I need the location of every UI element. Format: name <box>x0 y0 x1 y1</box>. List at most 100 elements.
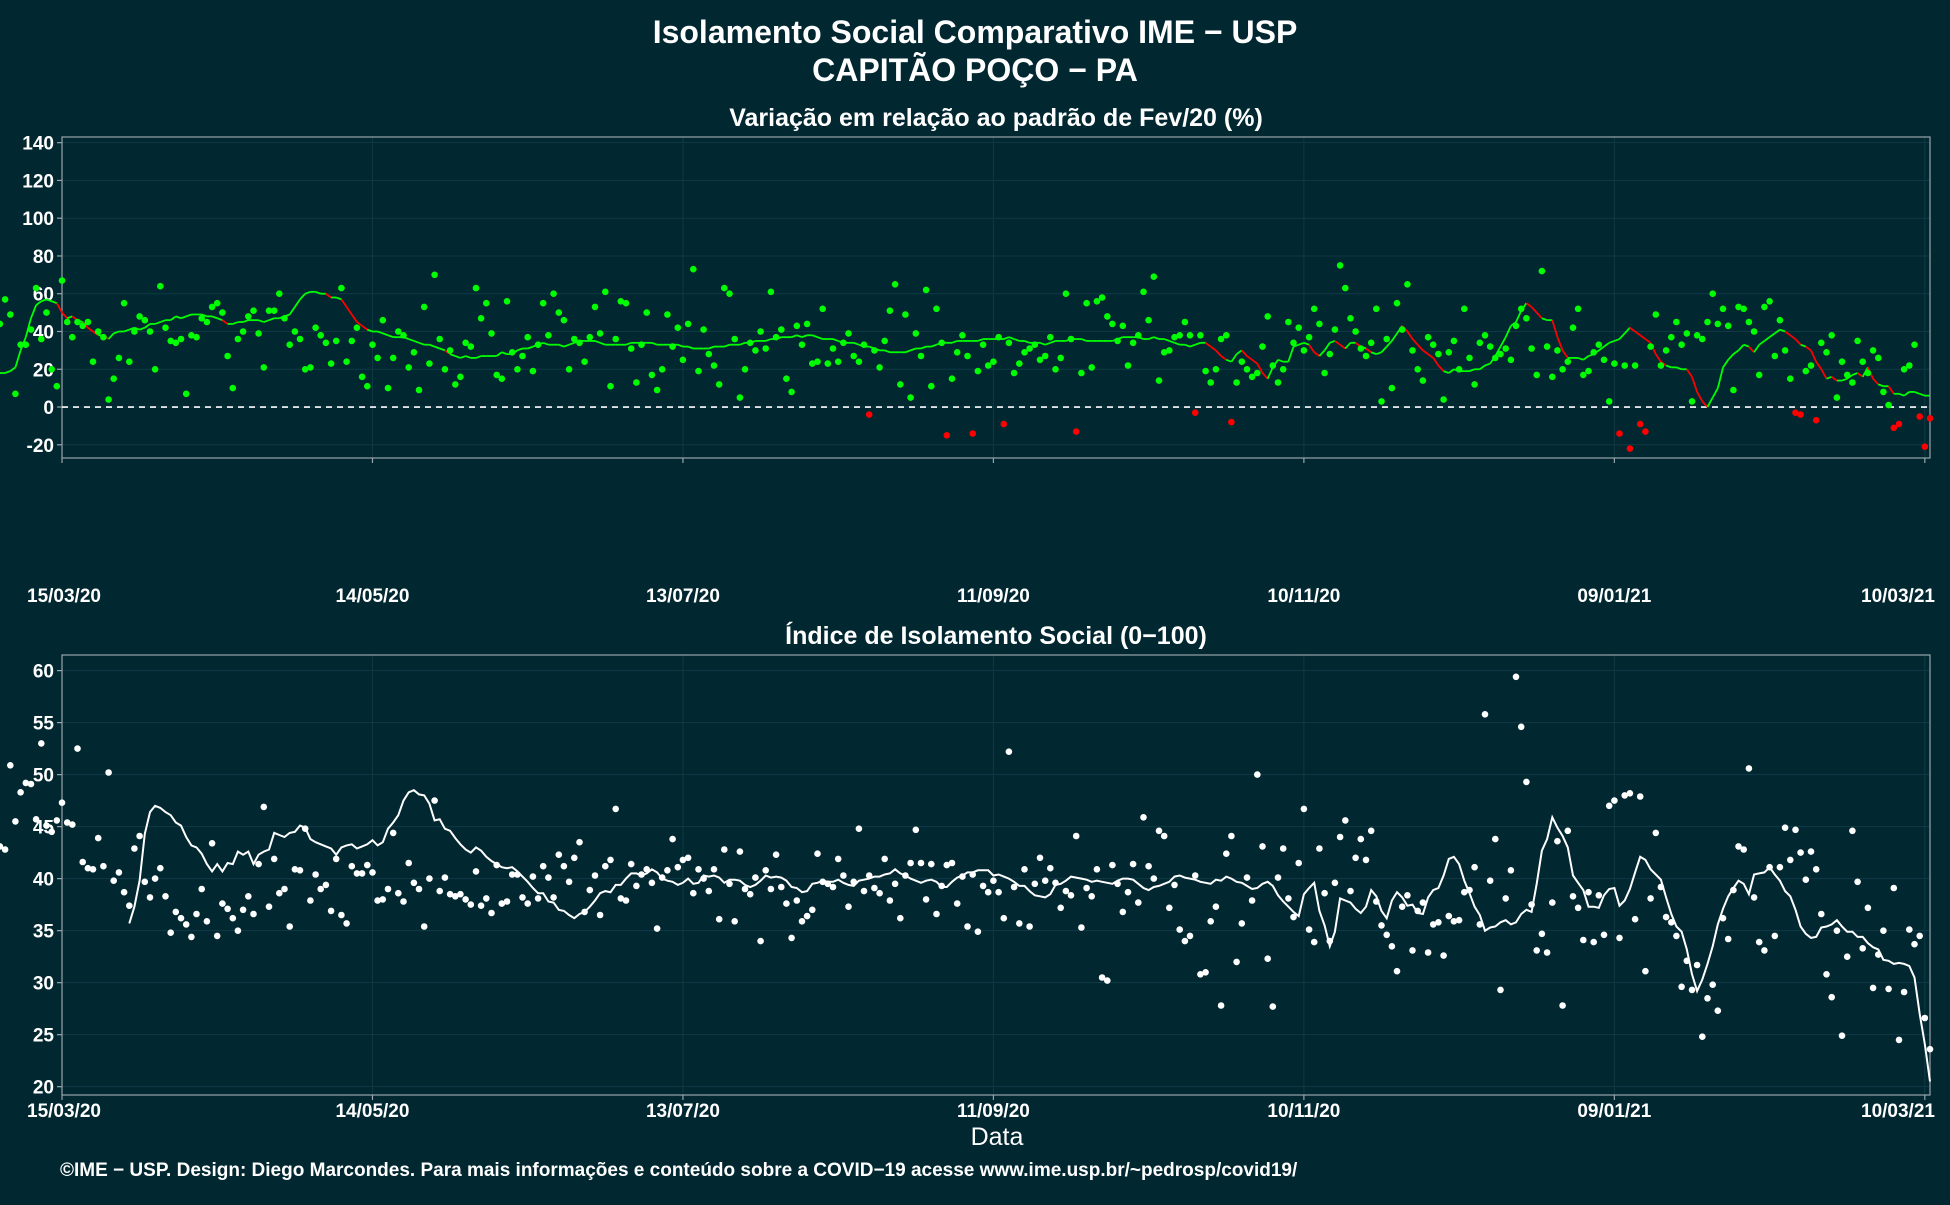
data-point <box>213 299 221 307</box>
data-point <box>690 889 697 897</box>
data-point <box>752 347 759 354</box>
data-point <box>1347 887 1354 895</box>
data-point <box>1864 369 1872 377</box>
data-point <box>1916 932 1923 940</box>
data-point <box>1611 797 1618 804</box>
data-point <box>27 326 35 333</box>
data-point <box>1740 846 1747 853</box>
x-tick-label: 15/03/20 <box>27 1101 101 1122</box>
data-point <box>79 858 86 866</box>
moving-average-segment <box>1241 349 1248 357</box>
data-point <box>1223 850 1230 857</box>
data-point <box>1781 824 1789 831</box>
moving-average-segment <box>9 366 16 372</box>
data-point <box>177 335 185 343</box>
moving-average-segment <box>1277 358 1284 363</box>
data-point <box>43 822 50 829</box>
data-point <box>1585 888 1592 896</box>
data-point <box>1461 305 1468 313</box>
data-point <box>1398 903 1406 910</box>
moving-average-segment <box>1008 336 1015 340</box>
data-point <box>1502 345 1509 352</box>
data-point <box>58 799 66 806</box>
data-point <box>286 923 294 930</box>
data-point <box>12 818 19 825</box>
data-point <box>177 914 185 922</box>
moving-average-segment <box>558 343 565 348</box>
data-point <box>871 347 878 354</box>
data-point <box>1885 401 1892 409</box>
data-point <box>1569 324 1577 332</box>
data-point <box>307 364 314 371</box>
moving-average-segment <box>1779 328 1786 333</box>
data-point <box>1228 832 1235 840</box>
data-point <box>327 360 335 367</box>
data-point <box>193 333 200 341</box>
data-point <box>1160 349 1168 356</box>
data-point <box>1657 883 1665 891</box>
data-point <box>493 371 501 379</box>
data-point <box>358 373 366 381</box>
moving-average-segment <box>1313 351 1320 357</box>
moving-average-segment <box>51 300 58 305</box>
moving-average-segment <box>920 345 927 350</box>
data-point <box>902 872 909 879</box>
moving-average-segment <box>1406 330 1414 340</box>
moving-average-segment <box>288 306 296 316</box>
data-point <box>767 288 775 296</box>
data-point <box>457 373 464 381</box>
data-point <box>198 885 205 893</box>
data-point <box>146 894 154 901</box>
x-tick-label: 10/03/21 <box>1861 586 1935 607</box>
data-point <box>1155 827 1163 835</box>
moving-average-line <box>128 789 1931 1082</box>
moving-average-segment <box>1318 349 1326 357</box>
moving-average-segment <box>517 347 523 352</box>
data-point <box>395 328 402 335</box>
data-point <box>1771 352 1779 360</box>
moving-average-segment <box>232 321 239 325</box>
moving-average-segment <box>418 341 425 346</box>
data-point <box>100 862 107 870</box>
data-point <box>301 825 309 832</box>
data-point <box>1787 375 1794 383</box>
chart-title: Isolamento Social Comparativo IME − USP <box>653 14 1298 50</box>
moving-average-segment <box>811 334 818 338</box>
moving-average-segment <box>1003 336 1010 340</box>
data-point <box>1662 347 1670 354</box>
moving-average-segment <box>1210 345 1217 352</box>
data-point <box>1859 945 1866 952</box>
data-point <box>1047 333 1054 341</box>
data-point <box>1248 373 1256 381</box>
data-point <box>395 889 402 897</box>
moving-average-segment <box>568 341 575 346</box>
x-tick-label: 14/05/20 <box>335 586 409 607</box>
data-point <box>1290 339 1297 347</box>
data-point <box>353 324 361 332</box>
data-point <box>265 307 273 315</box>
data-point <box>84 864 92 872</box>
data-point <box>503 298 511 305</box>
data-point <box>1440 952 1447 959</box>
data-point <box>627 345 635 352</box>
data-point <box>115 869 123 876</box>
data-point <box>94 328 102 335</box>
data-point <box>1455 366 1463 373</box>
data-point <box>1735 303 1742 311</box>
moving-average-segment <box>465 355 472 359</box>
data-point <box>1461 888 1468 896</box>
data-point <box>1279 366 1287 373</box>
moving-average-segment <box>429 343 435 348</box>
moving-average-segment <box>201 313 208 318</box>
data-point <box>710 362 718 369</box>
data-point <box>1016 920 1023 927</box>
data-point <box>917 859 925 867</box>
moving-average-segment <box>434 345 441 350</box>
moving-average-segment <box>724 343 730 348</box>
data-point <box>1109 861 1116 869</box>
data-point <box>1807 362 1815 369</box>
data-point <box>89 358 97 366</box>
data-point <box>1197 332 1204 339</box>
moving-average-segment <box>1634 330 1641 336</box>
data-point <box>472 868 480 875</box>
